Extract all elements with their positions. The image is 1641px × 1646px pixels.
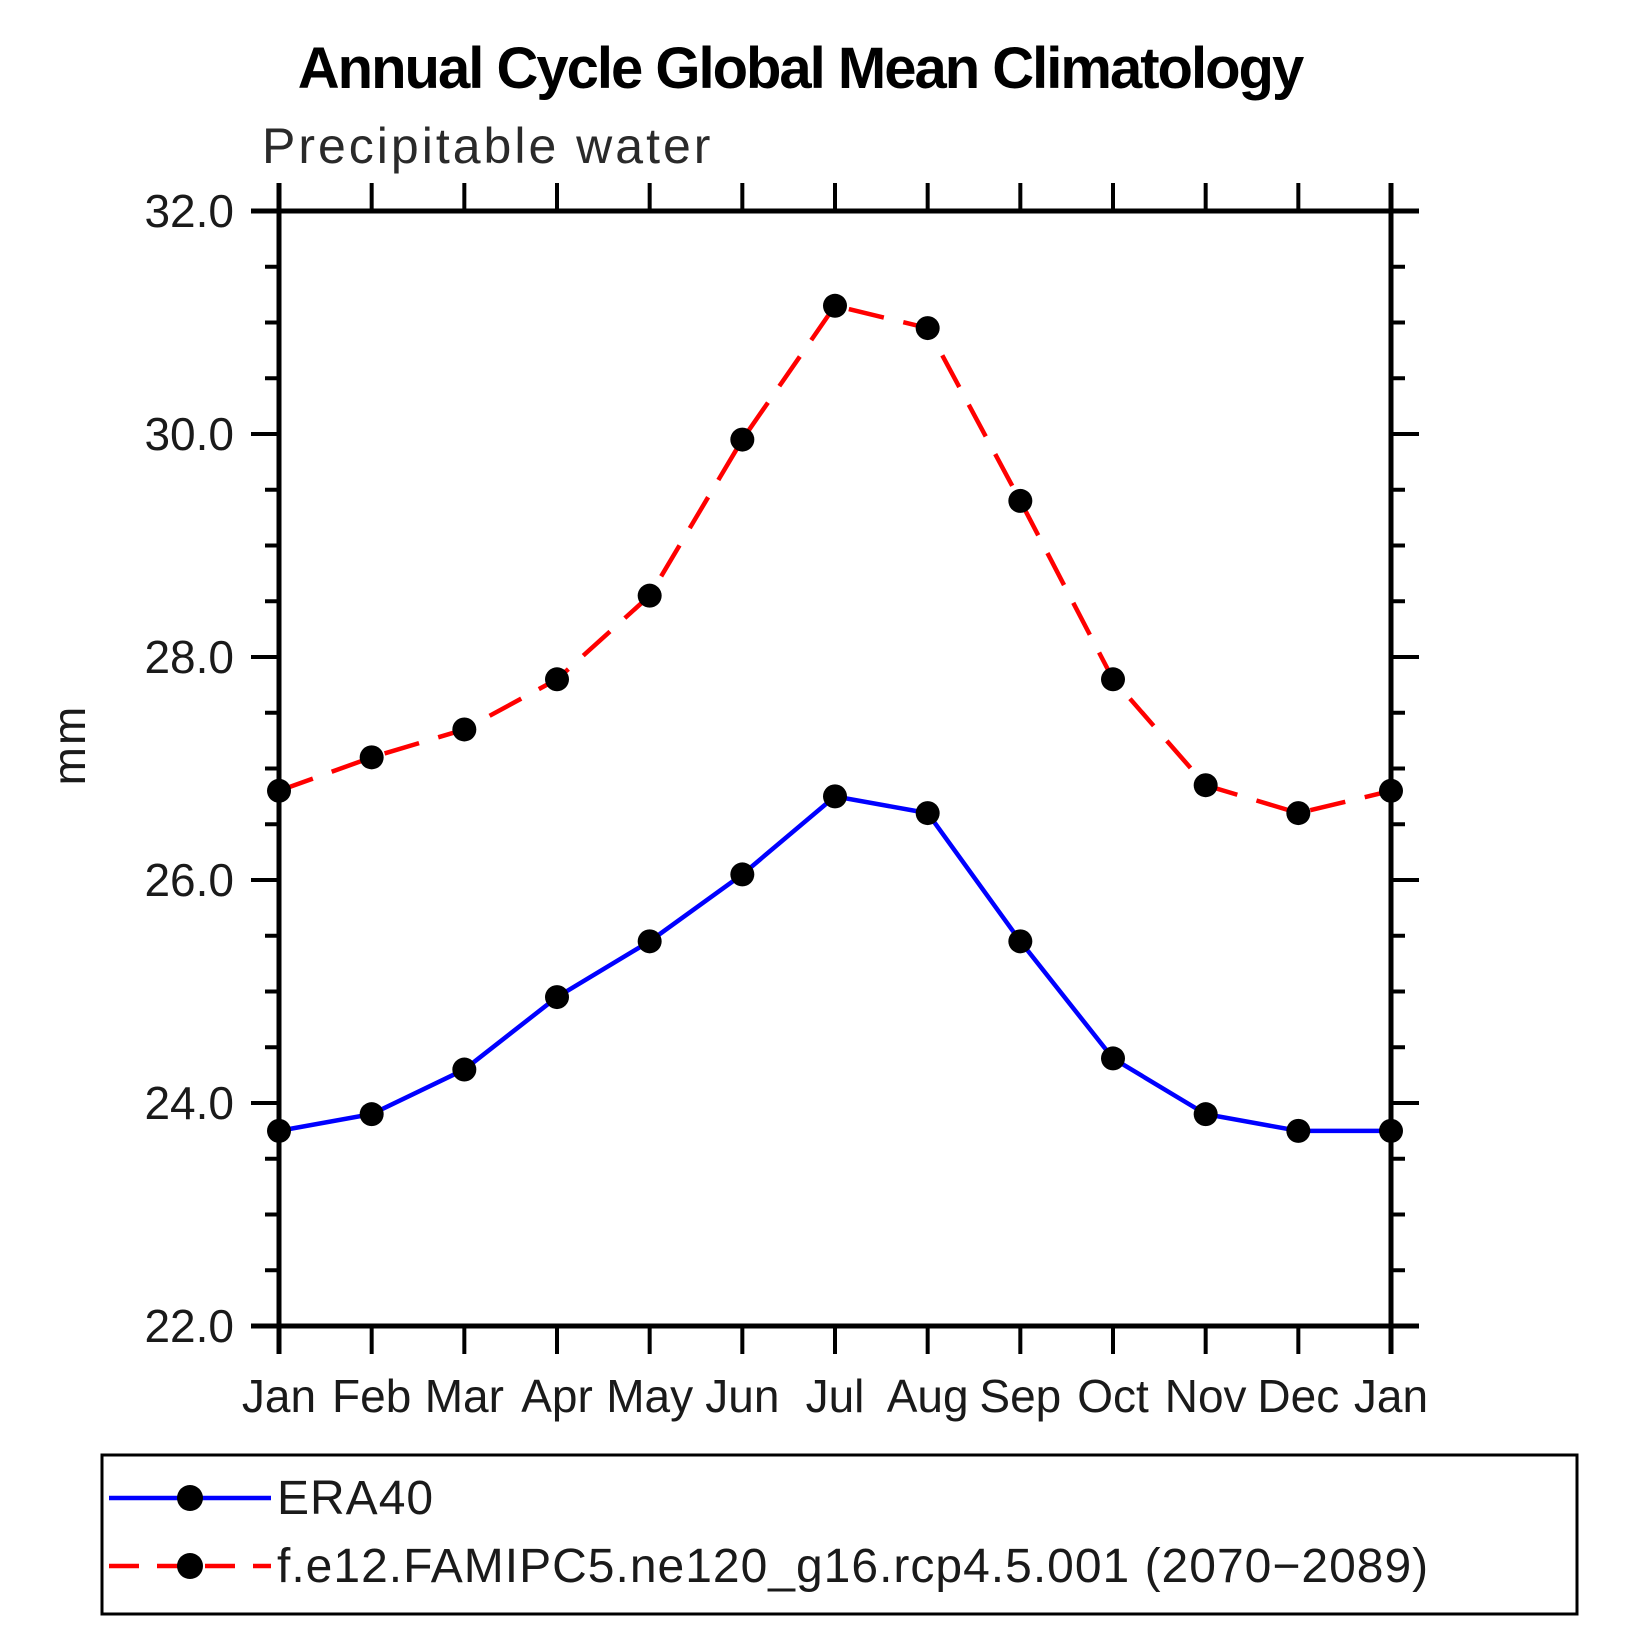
series-line-1 (278, 303, 1392, 816)
legend-label: f.e12.FAMIPC5.ne120_g16.rcp4.5.001 (2070… (277, 1540, 1429, 1593)
x-axis-label: May (606, 1370, 693, 1422)
axes-layer (251, 183, 1419, 1354)
data-point-marker (1101, 667, 1125, 692)
data-point-marker (1101, 1046, 1125, 1071)
data-point-marker (1379, 778, 1403, 803)
legend-marker-sample (177, 1553, 203, 1579)
y-axis-label: 26.0 (144, 854, 234, 906)
y-axis-label: 30.0 (144, 408, 234, 460)
x-axis-label: Apr (521, 1370, 593, 1422)
legend-rows: ERA40 f.e12.FAMIPC5.ne120_g16.rcp4.5.001 … (109, 1472, 1429, 1593)
x-axis-label: Mar (425, 1370, 504, 1422)
y-axis-label: 22.0 (144, 1300, 234, 1352)
data-point-marker (1193, 773, 1218, 798)
y-tick-labels: 22.0 24.0 26.0 28.0 30.0 32.0 (144, 185, 234, 1352)
data-point-marker (545, 985, 569, 1010)
data-point-marker (637, 929, 662, 954)
chart-title: Annual Cycle Global Mean Climatology (298, 36, 1304, 101)
x-tick-labels: Jan Feb Mar Apr May Jun Jul Aug Sep Oct Nov Dec Jan (242, 1370, 1428, 1422)
data-point-marker (267, 1118, 291, 1143)
x-axis-label: Jan (242, 1370, 316, 1422)
series-line-0 (278, 793, 1391, 1134)
data-point-marker (359, 745, 384, 770)
data-point-marker (1286, 1118, 1311, 1143)
x-axis-label: Nov (1165, 1370, 1247, 1422)
data-point-marker (545, 667, 569, 692)
x-axis-label: Dec (1257, 1370, 1339, 1422)
data-point-marker (1008, 929, 1033, 954)
x-axis-label: Jul (806, 1370, 865, 1422)
data-point-marker (730, 862, 755, 887)
data-point-marker (730, 427, 755, 452)
legend-box (100, 1453, 1579, 1616)
y-axis-label: 28.0 (144, 631, 234, 683)
data-point-marker (823, 293, 847, 318)
legend-label: ERA40 (277, 1472, 434, 1525)
legend: ERA40 f.e12.FAMIPC5.ne120_g16.rcp4.5.001 … (100, 1453, 1579, 1616)
y-axis-label: 24.0 (144, 1077, 234, 1129)
x-axis-label: Sep (979, 1370, 1061, 1422)
data-point-marker (637, 583, 662, 608)
y-axis-unit-label: mm (43, 705, 95, 786)
data-point-marker (1008, 488, 1033, 513)
x-axis-label: Jan (1354, 1370, 1428, 1422)
x-axis-label: Oct (1077, 1370, 1149, 1422)
x-axis-label: Aug (887, 1370, 969, 1422)
data-point-marker (1193, 1102, 1218, 1127)
series-layer (267, 293, 1403, 1143)
data-point-marker (452, 717, 477, 742)
x-axis-label: Feb (332, 1370, 411, 1422)
data-point-marker (823, 784, 847, 809)
data-point-marker (267, 778, 291, 803)
y-axis-label: 32.0 (144, 185, 234, 237)
data-point-marker (915, 316, 940, 341)
data-point-marker (1379, 1118, 1403, 1143)
data-point-marker (452, 1057, 477, 1082)
legend-marker-sample (177, 1485, 203, 1511)
chart-subtitle: Precipitable water (262, 118, 713, 174)
data-point-marker (1286, 801, 1311, 826)
x-axis-label: Jun (705, 1370, 779, 1422)
data-point-marker (359, 1102, 384, 1127)
data-point-marker (915, 801, 940, 826)
